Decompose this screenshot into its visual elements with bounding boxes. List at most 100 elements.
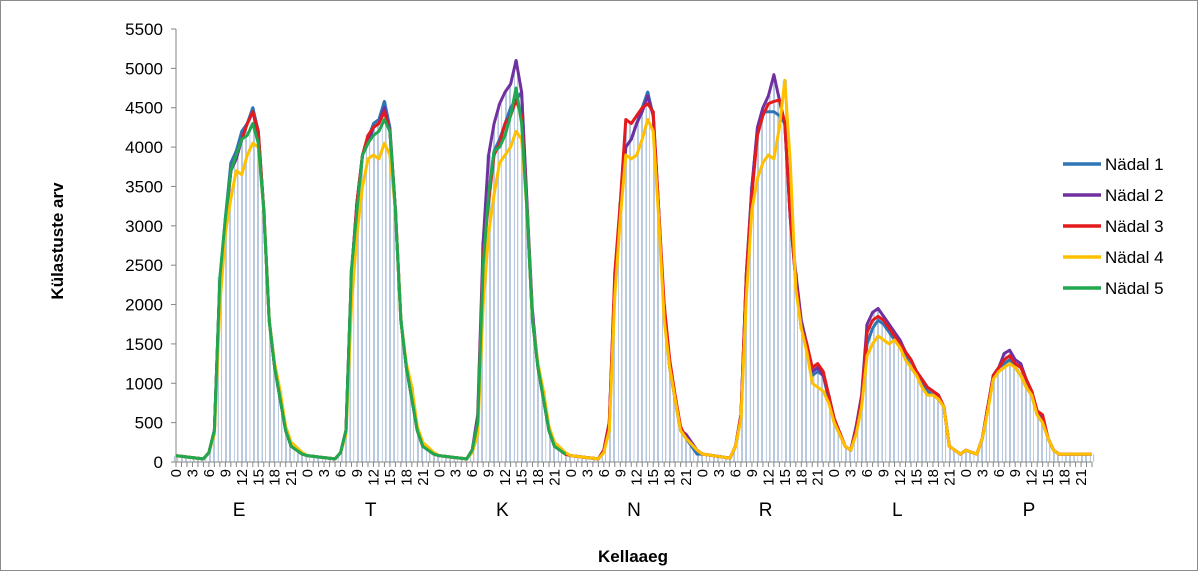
hour-tick-label: 21: [941, 469, 958, 486]
background-bar: [886, 324, 892, 462]
background-bar: [661, 304, 667, 462]
background-bar: [974, 454, 980, 462]
tick-labels: 0500100015002000250030003500400045005000…: [125, 20, 1090, 521]
background-bar: [799, 320, 804, 462]
background-bar: [486, 154, 491, 463]
background-bar: [612, 273, 618, 462]
hour-tick-label: 9: [349, 469, 366, 477]
series-line: [175, 86, 567, 461]
background-bar: [212, 430, 217, 462]
background-bar: [404, 363, 409, 462]
axes: [171, 28, 1093, 467]
background-bar: [694, 450, 700, 462]
hour-tick-label: 12: [234, 469, 251, 486]
background-bar: [804, 343, 809, 462]
background-bar: [228, 162, 234, 462]
background-bar: [645, 91, 650, 463]
background-bar: [919, 379, 925, 462]
hour-tick-label: 12: [365, 469, 382, 486]
y-tick-label: 5500: [125, 20, 163, 39]
background-bar: [299, 452, 305, 462]
background-bar: [278, 391, 283, 462]
hour-tick-label: 9: [612, 469, 629, 477]
background-bar: [821, 371, 826, 462]
background-bar: [941, 406, 947, 462]
background-bar: [453, 457, 458, 462]
background-bar: [261, 210, 266, 462]
hour-tick-label: 3: [448, 469, 465, 477]
hour-tick-label: 3: [843, 469, 860, 477]
background-bar: [310, 456, 316, 462]
hour-tick-label: 18: [398, 469, 415, 486]
hour-tick-label: 21: [678, 469, 695, 486]
background-bar: [338, 452, 343, 462]
background-bar: [601, 450, 607, 462]
background-bar: [700, 454, 705, 462]
hour-tick-label: 21: [283, 469, 300, 486]
background-bar: [596, 458, 601, 462]
hour-tick-label: 18: [1057, 469, 1074, 486]
background-bar: [1073, 454, 1078, 462]
y-tick-label: 3000: [125, 217, 163, 236]
background-bar: [234, 151, 239, 462]
hour-tick-label: 6: [333, 469, 350, 477]
background-bar: [996, 367, 1001, 462]
legend-label: Nädal 1: [1105, 155, 1164, 174]
background-bar: [870, 312, 875, 462]
background-bar: [1089, 454, 1095, 462]
background-bar: [459, 458, 464, 462]
hour-tick-label: 18: [925, 469, 942, 486]
background-bar: [1067, 454, 1073, 462]
background-bar: [711, 455, 716, 462]
day-label: R: [759, 500, 773, 521]
y-tick-label: 4500: [125, 99, 163, 118]
background-bar: [327, 458, 332, 462]
day-label: T: [365, 500, 377, 521]
background-bar: [705, 454, 711, 462]
background-bar: [245, 123, 250, 463]
background-bar: [393, 210, 398, 462]
background-bar: [892, 332, 897, 462]
background-bar: [1034, 410, 1040, 462]
series-lines: [175, 59, 1092, 461]
background-bar: [519, 91, 524, 463]
background-bar: [442, 456, 447, 462]
hour-tick-label: 15: [777, 469, 794, 486]
day-label: P: [1023, 500, 1036, 521]
hour-tick-label: 3: [579, 469, 596, 477]
background-bar: [1040, 414, 1045, 462]
background-bar: [826, 395, 831, 462]
background-bar: [574, 456, 579, 462]
hour-tick-label: 15: [908, 469, 925, 486]
background-bar: [908, 359, 914, 462]
hour-tick-label: 15: [514, 469, 531, 486]
series-line: [175, 98, 1092, 461]
background-bar: [464, 458, 469, 462]
background-bar: [629, 123, 634, 463]
hour-tick-label: 9: [876, 469, 893, 477]
background-bar: [316, 456, 321, 462]
background-bar: [530, 312, 535, 462]
background-bar: [952, 450, 958, 462]
y-axis-title: Külastuste arv: [48, 182, 67, 300]
background-bar: [848, 450, 853, 462]
background-bar: [925, 387, 930, 462]
background-bar: [546, 426, 552, 462]
background-bar: [420, 442, 426, 462]
hour-tick-label: 18: [530, 469, 547, 486]
series-line: [175, 90, 1092, 461]
hour-tick-label: 18: [793, 469, 810, 486]
background-bar: [1056, 454, 1062, 462]
background-bar: [777, 99, 782, 462]
background-bar: [426, 447, 431, 462]
background-bar: [760, 107, 766, 463]
background-bar: [678, 426, 683, 462]
hour-tick-label: 9: [744, 469, 761, 477]
hour-tick-label: 18: [267, 469, 284, 486]
y-tick-label: 500: [135, 414, 163, 433]
hour-tick-label: 0: [431, 469, 448, 477]
hour-tick-label: 12: [760, 469, 777, 486]
hour-tick-label: 0: [826, 469, 843, 477]
background-bar: [656, 210, 661, 462]
